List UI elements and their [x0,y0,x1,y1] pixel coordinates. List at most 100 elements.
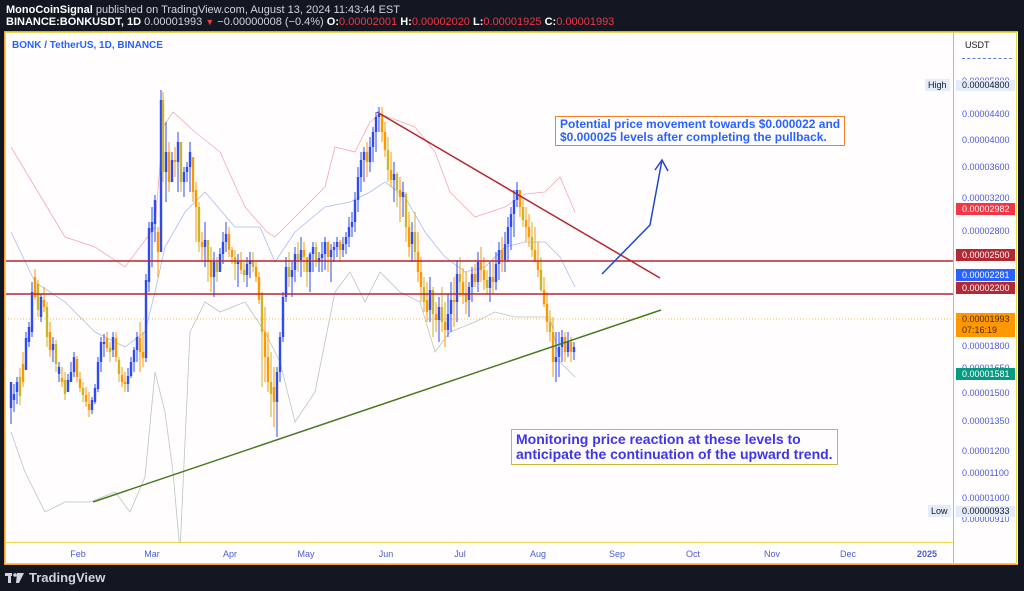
ascending-trendline [92,309,662,503]
candle-body [81,388,85,395]
candle-body [78,379,82,388]
candle-body [488,277,492,288]
candle-body [341,244,345,250]
annotation-potential-movement[interactable]: Potential price movement towards $0.0000… [555,116,846,146]
price-badge: 0.00002982 [956,203,1015,215]
ticker-symbol: BINANCE:BONKUSDT, 1D [6,16,142,28]
candle-body [257,277,261,300]
candle-body [63,380,67,394]
candle-body [60,378,64,382]
time-axis[interactable]: Feb Mar Apr May Jun Jul Aug Sep Oct Nov Dec 2025 [5,542,953,565]
annotation-line: anticipate the continuation of the upwar… [516,446,833,463]
triangle-down-icon: ▼ [205,17,215,27]
candle-body [102,342,106,344]
time-tick: Aug [529,549,547,559]
candle-body [272,387,276,402]
annotation-line: Monitoring price reaction at these level… [516,431,801,447]
chart-plot-area[interactable]: BONK / TetherUS, 1D, BINANCE Potential p… [5,32,953,553]
time-tick: Mar [144,549,160,559]
arrow-head-icon [654,158,669,172]
candle-body [512,200,516,214]
time-tick: May [297,549,315,559]
price-tick: 0.00003600 [962,162,1010,172]
candle-body [239,262,243,270]
price-tick: 0.00001500 [962,388,1010,398]
candle-body [242,270,246,275]
price-tick: 0.00001800 [962,341,1010,351]
candle-body [254,267,258,277]
candle-body [48,332,52,350]
candle-body [105,338,109,348]
candle-body [491,277,495,282]
chart-frame: BONK / TetherUS, 1D, BINANCE Potential p… [4,31,1018,565]
candle-body [275,372,279,402]
candle-body [245,264,249,275]
candle-body [308,254,312,272]
time-tick: Oct [685,549,701,559]
time-tick: Sep [608,549,626,559]
candle-body [323,242,327,254]
candle-body [176,142,180,162]
candle-body [123,382,127,384]
candle-body [536,262,540,270]
candle-body [329,250,333,257]
annotation-monitoring[interactable]: Monitoring price reaction at these level… [511,429,838,466]
candle-body [410,232,414,244]
price-tick: 0.00001000 [962,493,1010,503]
candle-body [51,344,55,350]
time-tick: Nov [763,549,781,559]
candle-body [500,250,504,260]
candle-body [521,207,525,220]
candle-body [30,292,34,332]
tradingview-wordmark: TradingView [29,570,106,585]
candle-body [440,307,444,322]
price-tick: 0.00001200 [962,446,1010,456]
time-tick: Apr [222,549,238,559]
price-badge: 0.00002500 [956,249,1015,261]
candle-body [164,152,168,172]
axis-dash-divider [962,58,1012,59]
candle-body [188,152,192,167]
candle-body [398,190,402,197]
candle-body [509,214,513,227]
price-chart[interactable] [5,32,953,553]
annotation-line: Potential price movement towards $0.0000… [560,117,841,131]
candle-body [503,244,507,260]
candle-body [470,274,474,287]
price-axis[interactable]: USDT 0.000050000.000044000.000040000.000… [953,32,1018,564]
high-value-label: 0.00004800 [956,80,1015,91]
candle-body [476,262,480,282]
candle-body [99,342,103,362]
candle-body [572,347,576,352]
time-tick: Dec [839,549,857,559]
low-tag-label: Low [931,506,948,516]
candle-body [497,250,501,264]
candle-body [212,262,216,277]
publish-info: MonoCoinSignal published on TradingView.… [6,4,400,16]
candle-body [206,240,210,262]
candle-body [368,147,372,162]
candle-body [389,170,393,180]
high-tag: High [925,79,950,91]
price-tick: 0.00001100 [962,468,1009,478]
candle-body [533,250,537,262]
candle-body [443,322,447,330]
time-tick: Jun [378,549,394,559]
candle-body [527,227,531,237]
candle-body [554,357,558,362]
candle-body [569,342,573,352]
candle-body [179,142,183,182]
candle-body [296,254,300,260]
candle-body [215,262,219,272]
candle-body [362,152,366,160]
candle-body [185,167,189,172]
candle-body [96,362,100,389]
middle-band-line [10,181,576,348]
candle-body [138,338,142,352]
candle-body [545,304,549,322]
price-tick: 0.00001350 [962,416,1010,426]
candle-body [419,272,423,287]
candle-body [57,367,61,374]
candle-body [437,307,441,320]
tradingview-logo: TradingView [5,570,105,585]
